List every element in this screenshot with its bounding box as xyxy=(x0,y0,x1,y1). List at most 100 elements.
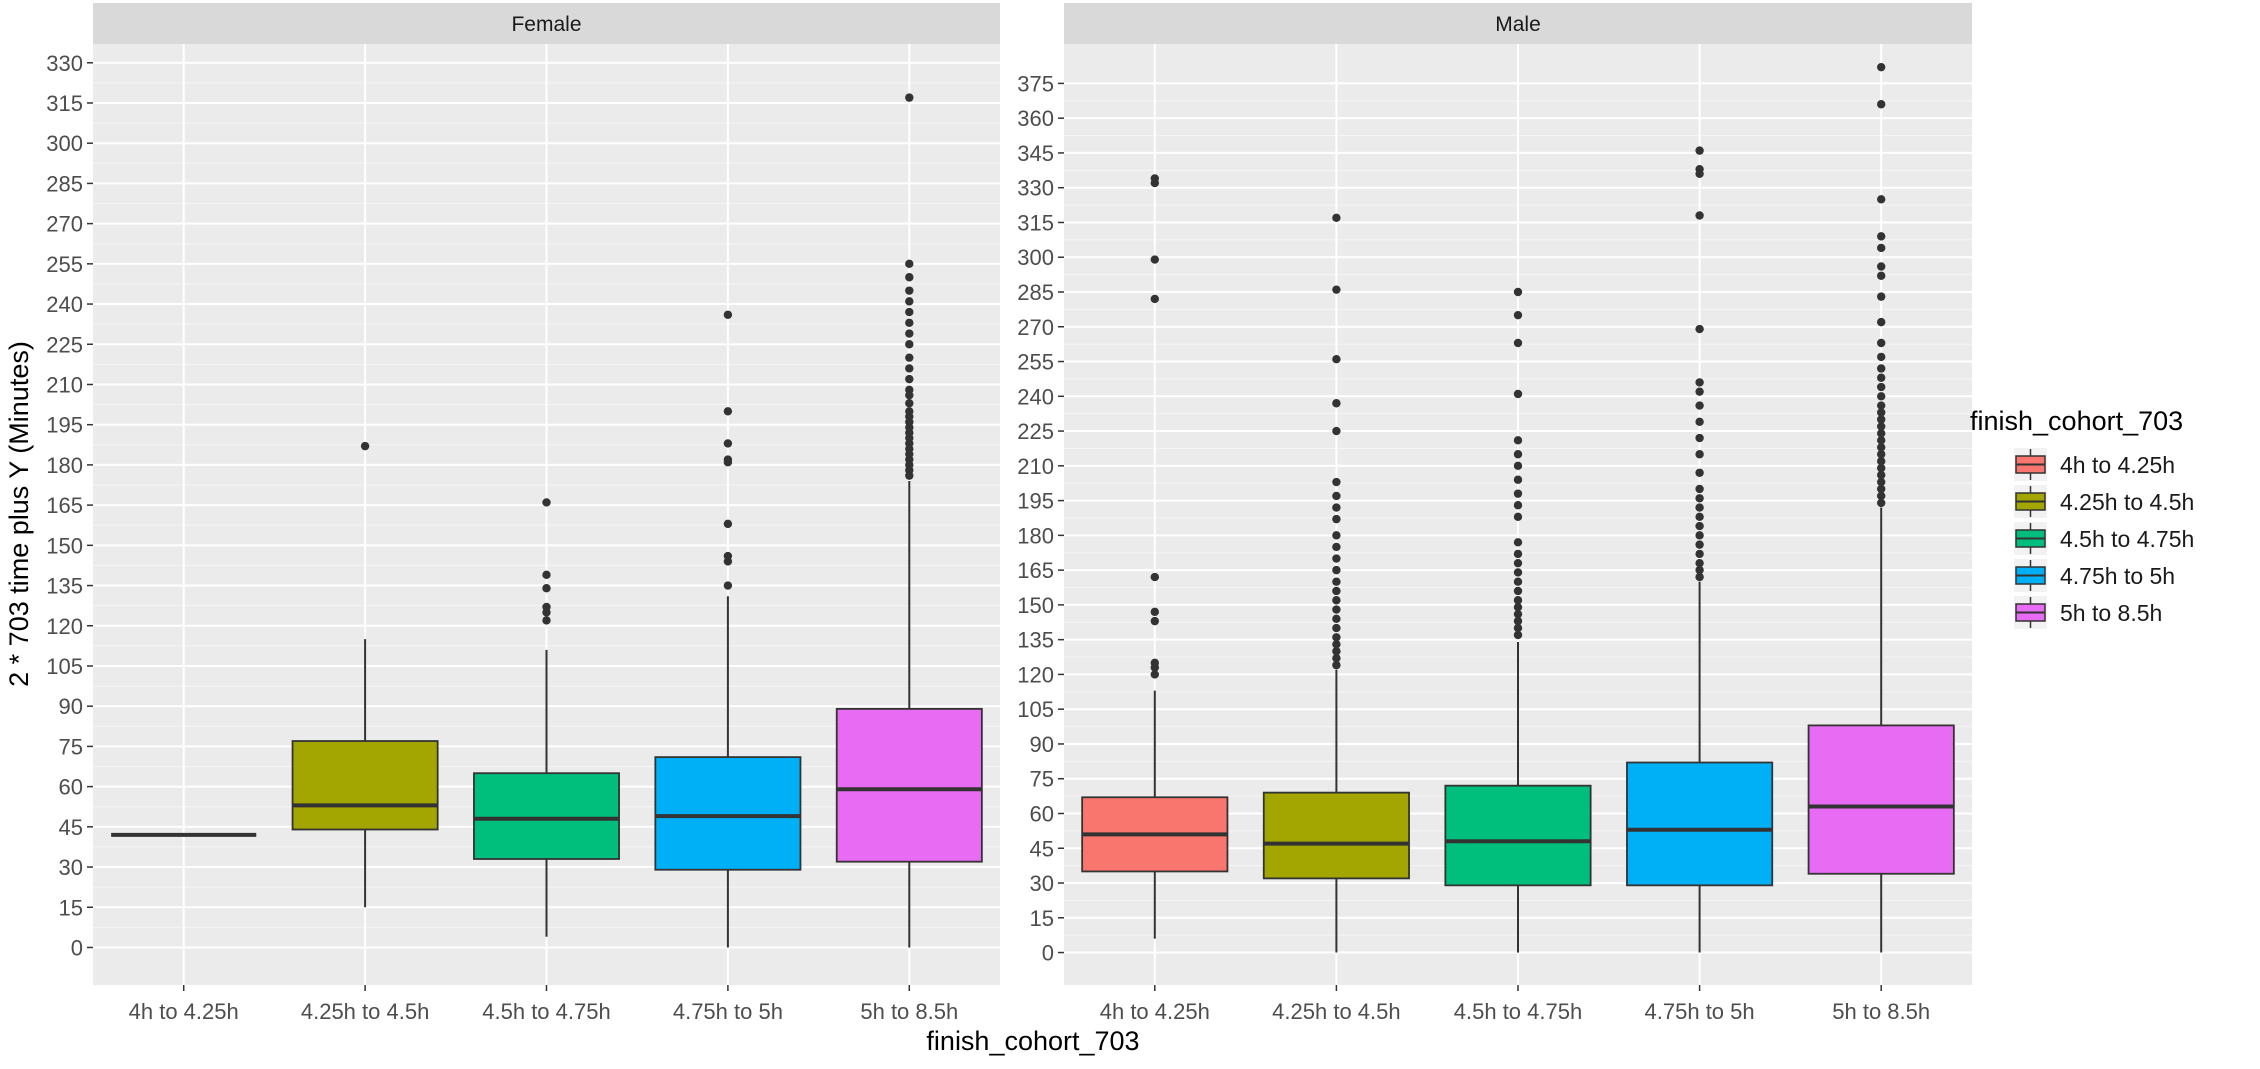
y-tick-label: 180 xyxy=(46,453,83,478)
outlier-point xyxy=(723,439,733,448)
outlier-point xyxy=(1695,521,1704,531)
y-tick-label: 30 xyxy=(1030,871,1054,896)
outlier-point xyxy=(1695,450,1704,459)
box-body xyxy=(654,756,802,871)
outlier-point xyxy=(1877,470,1886,480)
y-tick-label: 315 xyxy=(1017,210,1054,235)
y-tick-label: 285 xyxy=(46,171,83,196)
outlier-point xyxy=(1877,498,1886,508)
outlier-point xyxy=(542,570,551,580)
outlier-point xyxy=(1877,436,1886,445)
outlier-point xyxy=(1513,586,1523,596)
outlier-point xyxy=(1513,461,1523,471)
legend-label: 4.5h to 4.75h xyxy=(2060,526,2194,552)
x-tick-label: 4.25h to 4.5h xyxy=(1272,999,1400,1024)
outlier-point xyxy=(1695,468,1704,477)
legend-label: 4.25h to 4.5h xyxy=(2060,489,2194,515)
outlier-point xyxy=(1332,605,1341,614)
outlier-point xyxy=(1695,484,1704,494)
box-4 xyxy=(1626,146,1774,953)
outlier-point xyxy=(1877,62,1886,72)
box-5 xyxy=(835,93,983,948)
outlier-point xyxy=(905,374,914,384)
outlier-point xyxy=(1332,647,1341,656)
y-tick-label: 90 xyxy=(59,694,83,719)
outlier-point xyxy=(1513,389,1523,399)
y-tick-label: 165 xyxy=(46,493,83,518)
outlier-point xyxy=(1332,531,1341,540)
outlier-point xyxy=(1695,549,1704,559)
outlier-point xyxy=(1513,450,1523,459)
outlier-point xyxy=(1513,623,1523,633)
box-body xyxy=(1807,724,1955,875)
x-tick-label: 4.5h to 4.75h xyxy=(482,999,610,1024)
outlier-point xyxy=(542,584,551,593)
outlier-point xyxy=(1332,213,1341,223)
legend-label: 4.75h to 5h xyxy=(2060,563,2175,589)
y-tick-label: 0 xyxy=(71,935,83,960)
legend: finish_cohort_703 4h to 4.25h 4.25h to 4.5… xyxy=(1970,406,2194,629)
outlier-point xyxy=(1695,164,1704,174)
y-tick-label: 15 xyxy=(59,895,83,920)
box-1 xyxy=(1081,174,1229,939)
y-axis-title: 2 * 703 time plus Y (Minutes) xyxy=(4,341,34,687)
outlier-point xyxy=(1877,195,1886,204)
outlier-point xyxy=(905,273,914,282)
outlier-point xyxy=(1332,503,1341,512)
y-tick-label: 255 xyxy=(1017,350,1054,375)
outlier-point xyxy=(1877,456,1886,466)
outlier-point xyxy=(905,297,914,306)
outlier-point xyxy=(1332,477,1341,487)
y-tick-label: 105 xyxy=(46,654,83,679)
outlier-point xyxy=(1332,514,1341,524)
outlier-point xyxy=(1513,568,1523,577)
box-body xyxy=(1444,784,1592,887)
y-tick-label: 150 xyxy=(46,533,83,558)
box-3 xyxy=(473,498,620,937)
outlier-point xyxy=(542,602,551,612)
y-tick-label: 180 xyxy=(1017,523,1054,548)
y-tick-label: 240 xyxy=(1017,384,1054,409)
y-tick-label: 165 xyxy=(1017,558,1054,583)
outlier-point xyxy=(1695,565,1704,575)
y-tick-label: 345 xyxy=(1017,141,1054,166)
y-tick-label: 75 xyxy=(59,734,83,759)
outlier-point xyxy=(1332,653,1341,663)
outlier-point xyxy=(1877,382,1886,392)
legend-label: 5h to 8.5h xyxy=(2060,600,2162,626)
outlier-point xyxy=(1695,512,1704,522)
y-tick-label: 60 xyxy=(59,775,83,800)
outlier-point xyxy=(1877,415,1886,424)
y-tick-label: 360 xyxy=(1017,106,1054,131)
outlier-point xyxy=(542,498,551,507)
outlier-point xyxy=(905,385,914,395)
outlier-point xyxy=(1695,324,1704,334)
outlier-point xyxy=(1695,211,1704,220)
y-tick-label: 90 xyxy=(1030,732,1054,757)
outlier-point xyxy=(1332,426,1341,436)
outlier-point xyxy=(1877,491,1886,501)
x-axis-title: finish_cohort_703 xyxy=(926,1026,1139,1056)
y-tick-label: 60 xyxy=(1030,801,1054,826)
outlier-point xyxy=(1513,577,1523,586)
y-tick-label: 75 xyxy=(1030,767,1054,792)
y-tick-label: 210 xyxy=(46,372,83,397)
y-tick-label: 210 xyxy=(1017,454,1054,479)
facet-strip xyxy=(93,3,1000,44)
outlier-point xyxy=(1150,607,1160,617)
outlier-point xyxy=(1332,355,1341,364)
outlier-point xyxy=(1877,271,1886,280)
outlier-point xyxy=(723,407,733,416)
y-tick-label: 315 xyxy=(46,91,83,116)
x-tick-label: 4h to 4.25h xyxy=(129,999,239,1024)
box-5 xyxy=(1807,62,1955,953)
outlier-point xyxy=(1695,387,1704,396)
outlier-point xyxy=(1695,494,1704,503)
outlier-point xyxy=(1513,558,1523,568)
y-tick-label: 270 xyxy=(46,212,83,237)
outlier-point xyxy=(1877,364,1886,373)
outlier-point xyxy=(1332,542,1341,552)
outlier-point xyxy=(1877,262,1886,271)
outlier-point xyxy=(723,551,733,561)
outlier-point xyxy=(1150,670,1160,679)
